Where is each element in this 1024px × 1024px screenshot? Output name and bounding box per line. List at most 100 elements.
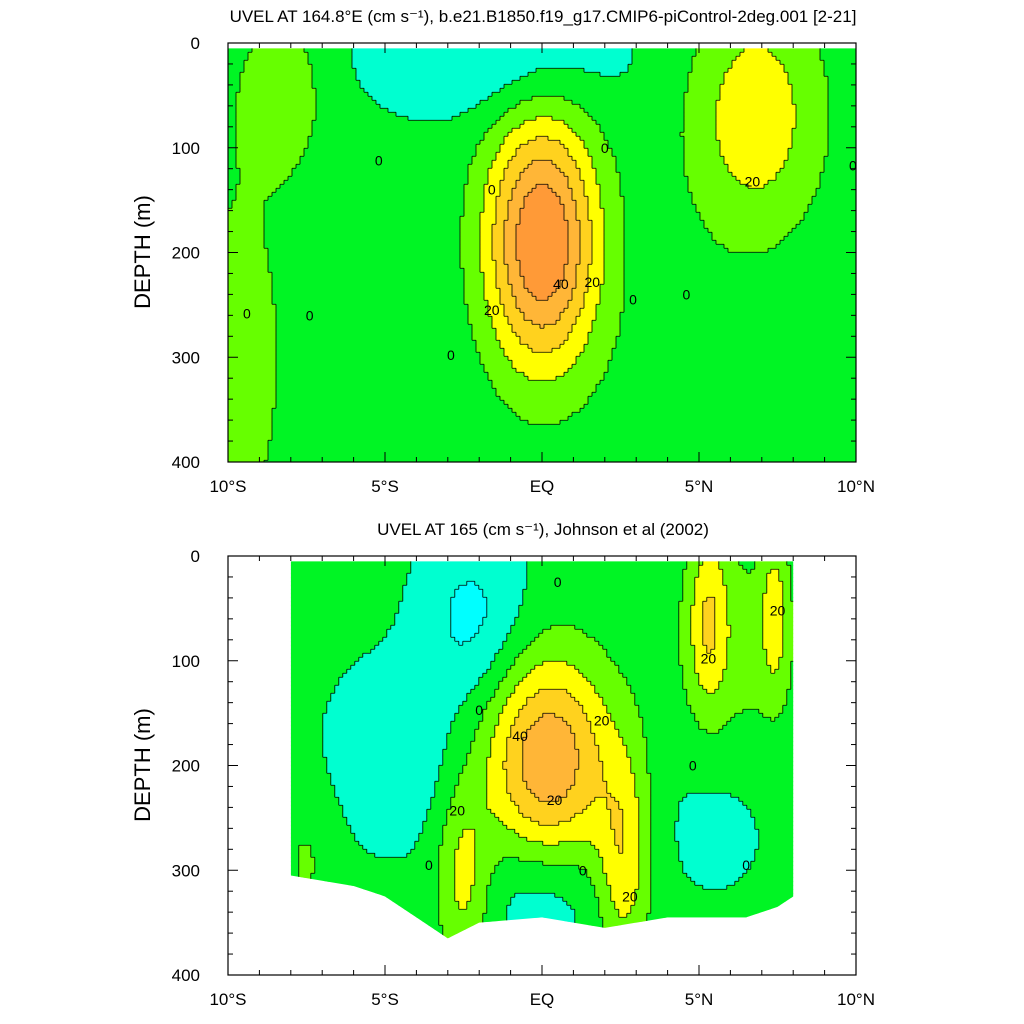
contour-cell xyxy=(570,785,608,790)
contour-cell xyxy=(684,120,717,125)
contour-cell xyxy=(236,136,309,141)
contour-cell xyxy=(548,184,569,189)
contour-cell xyxy=(460,256,481,261)
contour-cell xyxy=(472,160,493,165)
contour-cell xyxy=(290,929,444,934)
contour-cell xyxy=(702,633,716,638)
contour-cell xyxy=(296,164,469,169)
contour-cell xyxy=(228,164,237,169)
contour-cell xyxy=(622,829,640,834)
contour-cell xyxy=(516,152,569,157)
contour-cell xyxy=(454,869,476,874)
contour-cell xyxy=(236,112,317,117)
contour-cell xyxy=(523,953,560,958)
contour-cell xyxy=(634,697,688,702)
contour-cell xyxy=(626,753,648,758)
contour-cell xyxy=(782,645,794,650)
contour-cell xyxy=(618,805,640,810)
contour-cell xyxy=(820,56,856,61)
contour-cell xyxy=(516,184,537,189)
contour-cell xyxy=(290,653,364,658)
contour-cell xyxy=(494,813,524,818)
contour-cell xyxy=(586,873,608,878)
contour-cell xyxy=(650,893,794,898)
contour-cell xyxy=(556,192,573,197)
contour-cell xyxy=(634,693,688,698)
contour-cell xyxy=(606,881,640,886)
contour-cell xyxy=(692,192,817,197)
contour-cell xyxy=(228,392,277,397)
contour-cell xyxy=(290,697,332,702)
contour-cell xyxy=(572,292,585,297)
contour-cell xyxy=(532,160,553,165)
contour-cell xyxy=(272,280,465,285)
x-tick-label: 10°S xyxy=(209,477,246,496)
contour-cell xyxy=(678,613,692,618)
contour-cell xyxy=(522,753,580,758)
panel-observation: UVEL AT 165 (cm s⁻¹), Johnson et al (200… xyxy=(130,520,875,1009)
contour-label: 0 xyxy=(683,286,691,302)
contour-cell xyxy=(518,805,588,810)
contour-cell xyxy=(720,88,793,93)
contour-cell xyxy=(298,865,316,870)
contour-cell xyxy=(290,845,300,850)
contour-cell xyxy=(240,168,293,173)
contour-cell xyxy=(570,905,600,910)
contour-cell xyxy=(492,256,505,261)
contour-cell xyxy=(580,104,685,109)
contour-cell xyxy=(580,136,605,141)
contour-fill xyxy=(228,48,856,463)
contour-cell xyxy=(464,284,485,289)
contour-cell xyxy=(350,665,492,670)
contour-cell xyxy=(682,577,696,582)
contour-cell xyxy=(782,597,792,602)
contour-cell xyxy=(596,180,621,185)
contour-cell xyxy=(506,913,576,918)
contour-cell xyxy=(528,192,557,197)
contour-cell xyxy=(674,821,756,826)
contour-cell xyxy=(620,72,689,77)
contour-label: 40 xyxy=(553,276,569,292)
contour-cell xyxy=(796,120,829,125)
contour-cell xyxy=(352,60,633,65)
contour-cell xyxy=(820,48,856,53)
contour-cell xyxy=(694,717,732,722)
contour-cell xyxy=(678,801,744,806)
contour-cell xyxy=(716,120,797,125)
contour-cell xyxy=(486,781,508,786)
contour-cell xyxy=(482,621,516,626)
contour-cell xyxy=(451,957,476,962)
contour-cell xyxy=(474,861,500,866)
contour-cell xyxy=(228,384,277,389)
contour-cell xyxy=(580,256,593,261)
contour-cell xyxy=(690,621,704,626)
contour-cell xyxy=(754,849,794,854)
contour-cell xyxy=(722,673,792,678)
contour-cell xyxy=(526,837,616,842)
contour-cell xyxy=(696,204,809,209)
contour-cell xyxy=(638,837,652,842)
contour-cell xyxy=(506,633,540,638)
contour-cell xyxy=(624,212,701,217)
contour-cell xyxy=(520,416,569,421)
contour-cell xyxy=(510,797,540,802)
contour-cell xyxy=(592,236,605,241)
contour-cell xyxy=(720,152,789,157)
contour-cell xyxy=(570,817,612,822)
contour-cell xyxy=(690,605,704,610)
contour-cell xyxy=(236,92,317,97)
contour-cell xyxy=(476,348,505,353)
contour-cell xyxy=(268,456,856,461)
contour-cell xyxy=(576,132,605,137)
contour-cell xyxy=(308,56,353,61)
contour-cell xyxy=(228,204,233,209)
contour-cell xyxy=(290,709,328,714)
contour-cell xyxy=(604,268,625,273)
contour-cell xyxy=(514,617,680,622)
contour-cell xyxy=(496,204,509,209)
contour-cell xyxy=(276,340,477,345)
contour-cell xyxy=(290,621,396,626)
contour-cell xyxy=(588,216,605,221)
contour-cell xyxy=(776,56,821,61)
contour-cell xyxy=(290,921,440,926)
